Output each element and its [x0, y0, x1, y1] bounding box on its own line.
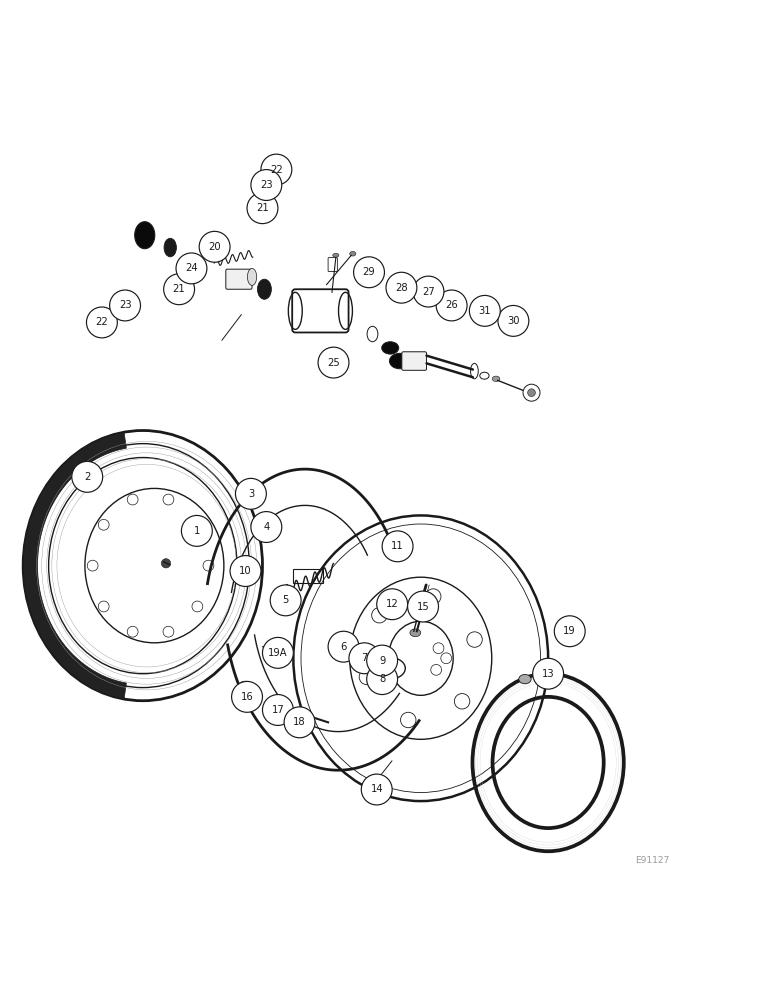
Text: 22: 22 [270, 165, 283, 175]
Circle shape [469, 295, 500, 326]
Circle shape [413, 276, 444, 307]
Circle shape [164, 274, 195, 305]
Text: 17: 17 [272, 705, 284, 715]
Circle shape [354, 257, 384, 288]
Text: 19A: 19A [268, 648, 288, 658]
Circle shape [181, 515, 212, 546]
Circle shape [367, 664, 398, 695]
Circle shape [377, 589, 408, 620]
Circle shape [161, 559, 171, 568]
Circle shape [328, 631, 359, 662]
Circle shape [199, 231, 230, 262]
Circle shape [72, 461, 103, 492]
Text: 13: 13 [542, 669, 554, 679]
Ellipse shape [381, 342, 399, 354]
Text: 20: 20 [208, 242, 221, 252]
Circle shape [367, 645, 398, 676]
Text: 31: 31 [479, 306, 491, 316]
Text: 1: 1 [194, 526, 200, 536]
Ellipse shape [350, 251, 356, 256]
Text: 27: 27 [422, 287, 435, 297]
Text: 25: 25 [327, 358, 340, 368]
Text: 6: 6 [340, 642, 347, 652]
Text: 30: 30 [507, 316, 520, 326]
Circle shape [361, 774, 392, 805]
Ellipse shape [164, 238, 176, 257]
Circle shape [247, 193, 278, 224]
Text: 23: 23 [119, 300, 131, 310]
Ellipse shape [257, 279, 271, 299]
Text: 22: 22 [96, 317, 108, 327]
Text: 12: 12 [386, 599, 398, 609]
Ellipse shape [291, 708, 300, 715]
Ellipse shape [492, 376, 499, 381]
Circle shape [527, 389, 536, 397]
Text: 4: 4 [263, 522, 269, 532]
FancyBboxPatch shape [401, 352, 426, 370]
Circle shape [261, 154, 292, 185]
Text: 21: 21 [173, 284, 185, 294]
Circle shape [230, 556, 261, 586]
Ellipse shape [134, 222, 154, 249]
Circle shape [176, 253, 207, 284]
Text: 10: 10 [239, 566, 252, 576]
Text: 29: 29 [363, 267, 375, 277]
Text: 18: 18 [293, 717, 306, 727]
Circle shape [436, 290, 467, 321]
Circle shape [349, 643, 380, 674]
Circle shape [533, 658, 564, 689]
Text: 2: 2 [84, 472, 90, 482]
Text: 14: 14 [371, 784, 383, 794]
Ellipse shape [389, 353, 409, 369]
Circle shape [262, 695, 293, 725]
Text: 26: 26 [445, 300, 458, 310]
Text: E91127: E91127 [635, 856, 669, 865]
Text: 5: 5 [283, 595, 289, 605]
Ellipse shape [247, 268, 256, 285]
Circle shape [284, 707, 315, 738]
Text: 19: 19 [564, 626, 576, 636]
Circle shape [235, 478, 266, 509]
Circle shape [498, 305, 529, 336]
Text: 21: 21 [256, 203, 269, 213]
Circle shape [408, 591, 438, 622]
Circle shape [110, 290, 141, 321]
Text: 3: 3 [248, 489, 254, 499]
Circle shape [386, 272, 417, 303]
Ellipse shape [333, 253, 339, 257]
Text: 23: 23 [260, 180, 273, 190]
Ellipse shape [519, 674, 531, 684]
Circle shape [251, 512, 282, 542]
Circle shape [86, 307, 117, 338]
Ellipse shape [410, 629, 421, 637]
Text: 28: 28 [395, 283, 408, 293]
Circle shape [382, 531, 413, 562]
Text: 9: 9 [379, 656, 385, 666]
Circle shape [554, 616, 585, 647]
Circle shape [232, 681, 262, 712]
Circle shape [251, 170, 282, 200]
Ellipse shape [271, 696, 282, 702]
Text: 7: 7 [361, 653, 367, 663]
Text: 15: 15 [417, 602, 429, 612]
Text: 8: 8 [379, 674, 385, 684]
Polygon shape [23, 432, 127, 699]
FancyBboxPatch shape [225, 269, 252, 289]
Text: 16: 16 [241, 692, 253, 702]
Text: 11: 11 [391, 541, 404, 551]
Circle shape [262, 637, 293, 668]
Text: 24: 24 [185, 263, 198, 273]
Circle shape [270, 585, 301, 616]
Circle shape [380, 605, 391, 616]
Circle shape [318, 347, 349, 378]
